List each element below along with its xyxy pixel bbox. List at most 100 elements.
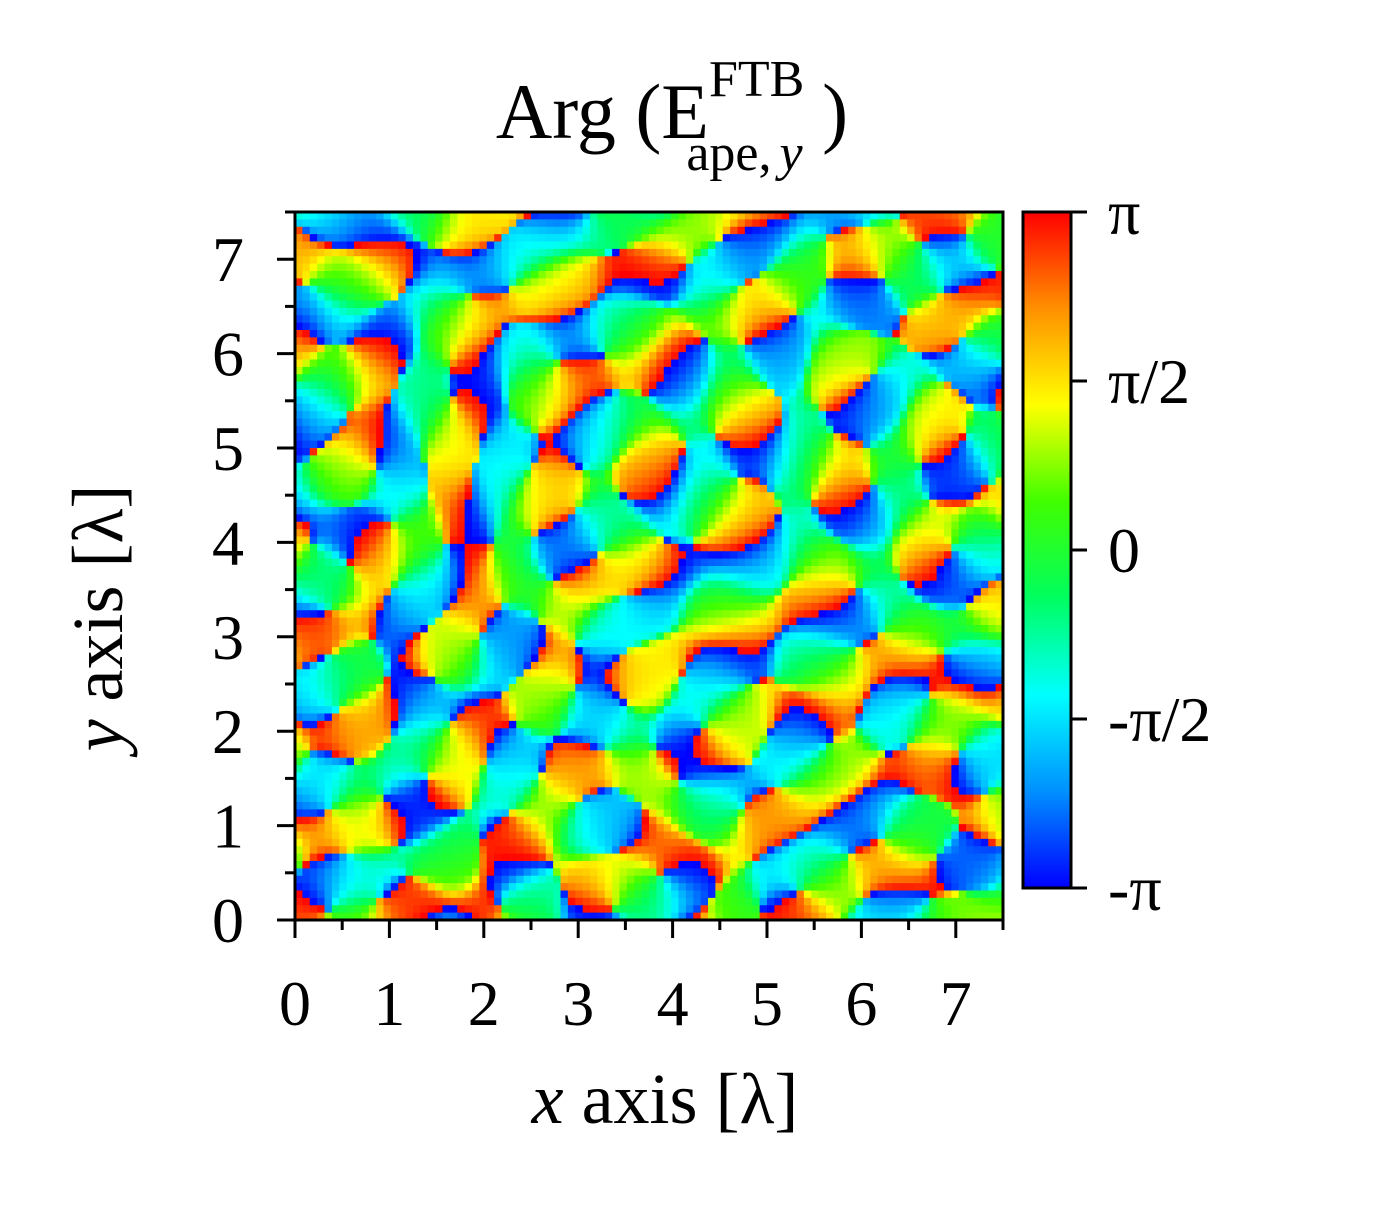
heatmap-cell (759, 558, 768, 567)
heatmap-cell (405, 352, 414, 361)
heatmap-cell (604, 293, 613, 302)
heatmap-cell (980, 477, 989, 486)
heatmap-cell (634, 433, 643, 442)
heatmap-cell (744, 551, 753, 560)
heatmap-cell (405, 219, 414, 228)
heatmap-cell (405, 558, 414, 567)
heatmap-cell (671, 418, 680, 427)
heatmap-cell (811, 566, 820, 574)
heatmap-cell (553, 492, 562, 501)
heatmap-cell (796, 551, 805, 560)
heatmap-cell (324, 374, 333, 383)
heatmap-cell (604, 411, 613, 420)
heatmap-cell (700, 507, 709, 515)
heatmap-cell (427, 337, 436, 346)
heatmap-cell (907, 411, 916, 420)
heatmap-cell (619, 344, 628, 353)
heatmap-cell (921, 514, 930, 523)
heatmap-cell (346, 462, 355, 471)
heatmap-cell (663, 381, 672, 390)
heatmap-cell (936, 315, 945, 324)
heatmap-cell (693, 425, 702, 434)
heatmap-cell (958, 256, 967, 265)
heatmap-cell (899, 551, 908, 560)
heatmap-cell (951, 499, 960, 508)
heatmap-cell (936, 248, 945, 257)
heatmap-cell (324, 566, 333, 574)
heatmap-cell (715, 536, 724, 545)
heatmap-cell (855, 307, 864, 316)
heatmap-cell (376, 521, 385, 530)
heatmap-cell (339, 411, 348, 420)
heatmap-cell (449, 558, 458, 567)
heatmap-cell (435, 543, 444, 552)
heatmap-cell (442, 433, 451, 442)
heatmap-cell (700, 566, 709, 574)
heatmap-cell (678, 226, 687, 235)
heatmap-cell (870, 389, 879, 397)
heatmap-cell (811, 285, 820, 294)
heatmap-cell (413, 411, 421, 420)
heatmap-cell (545, 558, 554, 567)
heatmap-cell (921, 448, 930, 456)
heatmap-cell (626, 359, 635, 368)
heatmap-cell (855, 477, 864, 486)
heatmap-cell (309, 293, 318, 302)
heatmap-cell (435, 477, 444, 486)
heatmap-cell (833, 403, 842, 412)
heatmap-cell (590, 219, 598, 228)
heatmap-cell (626, 588, 635, 597)
heatmap-cell (604, 499, 613, 508)
heatmap-cell (848, 322, 857, 331)
heatmap-cell (553, 440, 562, 449)
heatmap-cell (531, 263, 539, 272)
heatmap-cell (877, 462, 886, 471)
heatmap-cell (715, 448, 724, 456)
heatmap-cell (715, 477, 724, 486)
heatmap-cell (781, 359, 790, 368)
heatmap-cell (398, 396, 407, 405)
heatmap-cell (604, 263, 613, 272)
heatmap-cell (818, 425, 827, 434)
heatmap-cell (567, 477, 576, 486)
heatmap-cell (339, 219, 348, 228)
heatmap-cell (435, 440, 444, 449)
heatmap-cell (354, 374, 362, 383)
heatmap-cell (523, 521, 532, 530)
heatmap-cell (907, 499, 916, 508)
heatmap-cell (700, 477, 709, 486)
heatmap-cell (479, 433, 488, 442)
heatmap-cell (929, 588, 938, 597)
heatmap-cell (354, 248, 362, 257)
heatmap-cell (700, 278, 709, 287)
heatmap-cell (855, 580, 864, 589)
heatmap-cell (612, 315, 621, 324)
heatmap-cell (575, 462, 584, 471)
heatmap-cell (619, 418, 628, 427)
heatmap-cell (685, 551, 694, 560)
heatmap-cell (936, 256, 945, 265)
heatmap-cell (848, 307, 857, 316)
heatmap-cell (376, 271, 385, 279)
heatmap-cell (626, 558, 635, 567)
heatmap-cell (317, 241, 326, 250)
heatmap-cell (567, 484, 576, 493)
heatmap-cell (708, 433, 716, 442)
heatmap-cell (892, 433, 901, 442)
heatmap-cell (295, 241, 303, 250)
heatmap-cell (346, 300, 355, 309)
heatmap-cell (708, 256, 716, 265)
heatmap-cell (612, 462, 621, 471)
heatmap-cell (855, 514, 864, 523)
heatmap-cell (914, 322, 923, 331)
heatmap-cell (899, 300, 908, 309)
heatmap-cell (597, 566, 606, 574)
heatmap-cell (619, 499, 628, 508)
heatmap-cell (663, 322, 672, 331)
heatmap-cell (516, 418, 525, 427)
heatmap-cell (597, 440, 606, 449)
heatmap-cell (973, 359, 982, 368)
heatmap-cell (752, 477, 761, 486)
heatmap-cell (523, 492, 532, 501)
heatmap-cell (597, 337, 606, 346)
